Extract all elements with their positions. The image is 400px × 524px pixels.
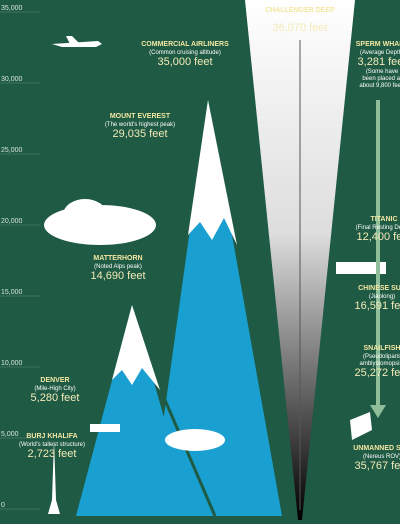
label-value: 35,000 feet	[157, 56, 212, 68]
tick-label: 30,000	[1, 76, 23, 83]
label-note: been placed at	[362, 76, 400, 82]
label-value: 16,591 feet	[354, 300, 400, 312]
label-title: UNMANNED SUB	[353, 445, 400, 452]
tick-label: 15,000	[1, 289, 23, 296]
label-value: 29,035 feet	[112, 128, 167, 140]
label-title: MATTERHORN	[93, 255, 142, 262]
label-value: 12,400 feet	[356, 231, 400, 243]
label-title: SPERM WHALE	[356, 41, 400, 48]
label-title: MOUNT EVEREST	[110, 113, 171, 120]
label-value: 2,723 feet	[28, 448, 77, 460]
matterhorn	[76, 305, 192, 516]
label-value: 35,767 feet	[354, 460, 400, 472]
label-title: CHINESE SUB	[358, 285, 400, 292]
arrow-head	[370, 405, 386, 418]
cloud	[63, 199, 107, 231]
label-value: 5,280 feet	[31, 392, 80, 404]
burj	[48, 440, 60, 514]
label-note: about 9,800 feet)	[359, 83, 400, 89]
tick-label: 25,000	[1, 147, 23, 154]
tick-label: 0	[1, 502, 5, 509]
label-value: 3,281 feet	[358, 56, 400, 68]
label-title: DENVER	[40, 377, 69, 384]
label-title: CHALLENGER DEEP	[265, 7, 335, 14]
tick-label: 20,000	[1, 218, 23, 225]
label-value: 25,272 feet	[354, 367, 400, 379]
label-title: COMMERCIAL AIRLINERS	[141, 41, 229, 48]
sub	[350, 412, 372, 440]
label-note: amblystomopsis)	[359, 361, 400, 367]
denver	[90, 424, 120, 432]
label-note: (Mile-High City)	[34, 386, 75, 392]
label-note: (Average Depth)	[360, 50, 400, 56]
airplane	[52, 36, 102, 47]
matterhorn-snow	[112, 305, 160, 390]
cloud	[165, 429, 225, 451]
label-title: TITANIC	[370, 216, 397, 223]
tick-label: 10,000	[1, 360, 23, 367]
tick-label: 5,000	[1, 431, 19, 438]
tick-label: 35,000	[1, 5, 23, 12]
label-title: SNAILFISH	[364, 345, 400, 352]
label-note: (The world's highest peak)	[105, 122, 175, 128]
label-note: (Nereus ROV)	[363, 454, 400, 460]
label-note: (Final Resting Depth)	[356, 225, 400, 231]
label-note: MARIANA TRENCH	[273, 16, 327, 22]
label-note: (Noted Alps peak)	[94, 264, 142, 270]
titanic-ship	[336, 262, 386, 274]
label-value: 14,690 feet	[90, 270, 145, 282]
label-note: (World's tallest structure)	[19, 442, 85, 448]
everest	[150, 100, 282, 516]
label-value: 36,070 feet	[272, 22, 327, 34]
ridge	[163, 399, 217, 517]
everest-snow	[188, 100, 237, 245]
label-title: BURJ KHALIFA	[26, 433, 77, 440]
label-note: (Pseudoliparis	[363, 354, 400, 360]
label-note: (Some have	[366, 69, 399, 75]
label-note: (Common cruising altitude)	[149, 50, 221, 56]
label-note: (Jiaolong)	[369, 294, 395, 300]
